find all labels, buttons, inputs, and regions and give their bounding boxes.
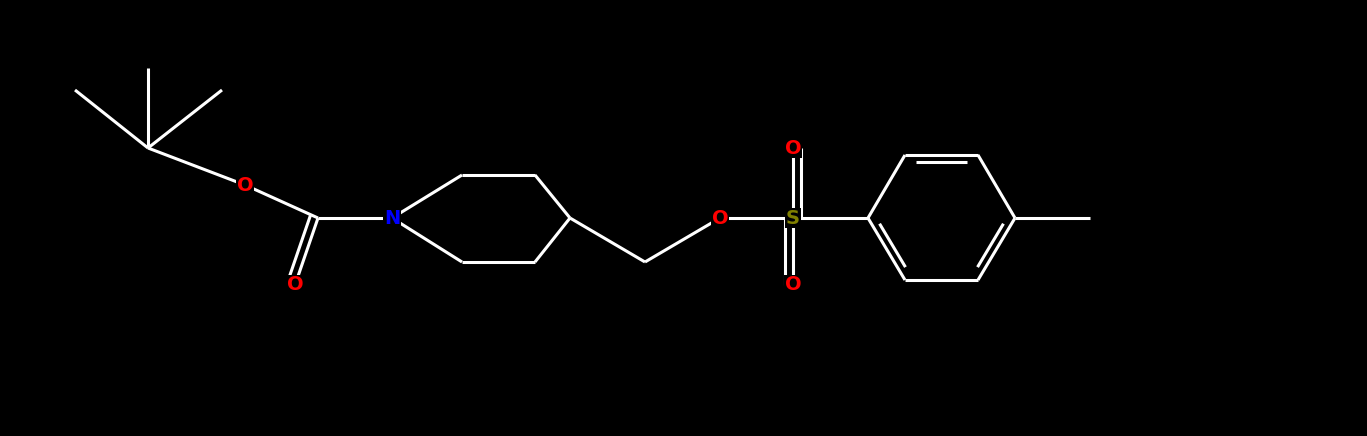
Text: O: O [785, 276, 801, 294]
Text: O: O [785, 139, 801, 157]
Text: O: O [236, 176, 253, 194]
Text: O: O [287, 276, 303, 294]
Text: O: O [712, 208, 729, 228]
Text: N: N [384, 208, 401, 228]
Text: S: S [786, 208, 800, 228]
